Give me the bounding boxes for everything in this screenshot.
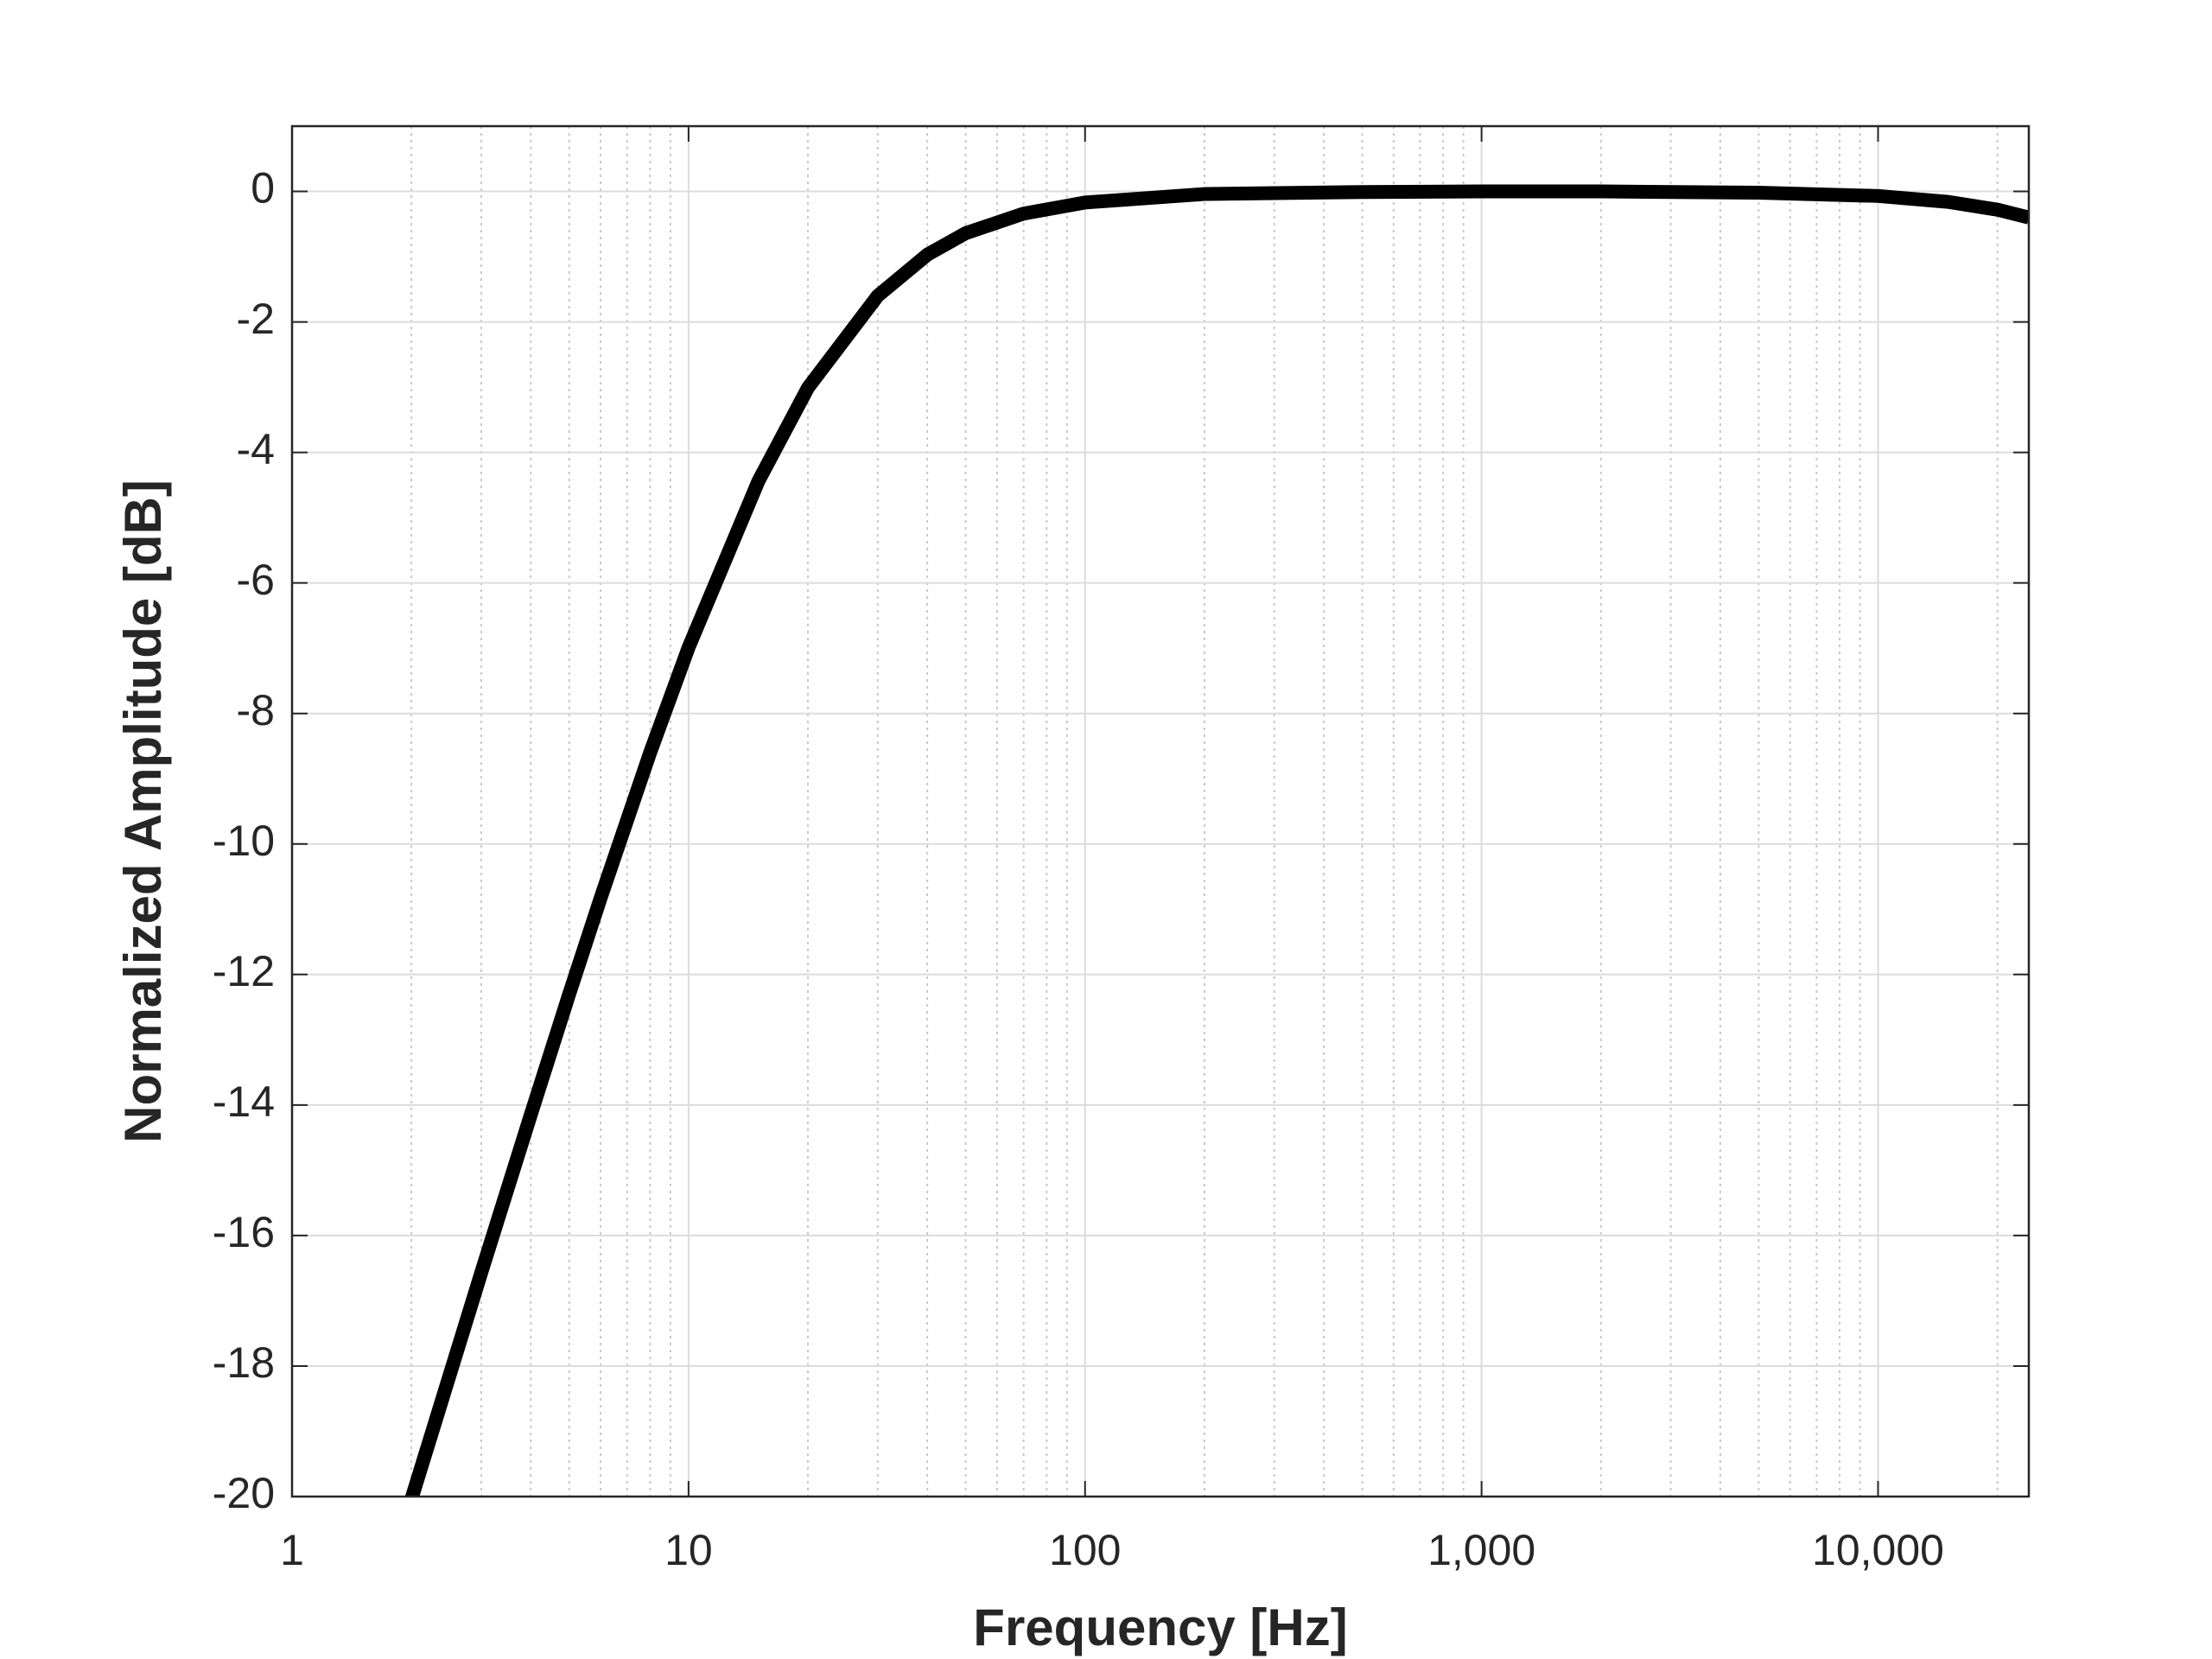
y-tick-label: -10 <box>213 817 275 865</box>
y-tick-label: -20 <box>213 1469 275 1517</box>
plot-frame <box>290 124 2031 1498</box>
y-tick-label: -12 <box>213 947 275 995</box>
x-tick-label: 10,000 <box>1812 1526 1944 1574</box>
x-tick-label: 10 <box>664 1526 713 1574</box>
grid <box>291 126 2029 1497</box>
y-tick-label: -4 <box>237 425 275 474</box>
y-tick-label: -14 <box>213 1077 275 1126</box>
x-tick-label: 100 <box>1049 1526 1121 1574</box>
x-tick-label: 1,000 <box>1427 1526 1535 1574</box>
x-tick-label: 1 <box>280 1526 304 1574</box>
x-axis-label: Frequency [Hz] <box>973 1599 1347 1656</box>
y-tick-label: -18 <box>213 1338 275 1387</box>
y-tick-label: -2 <box>237 295 275 343</box>
y-tick-label: -6 <box>237 556 275 604</box>
data-line <box>404 184 2029 1497</box>
y-tick-label: -16 <box>213 1208 275 1256</box>
y-tick-label: -8 <box>237 686 275 734</box>
y-axis-label: Normalized Amplitude [dB] <box>114 480 172 1143</box>
y-tick-label: 0 <box>251 164 275 213</box>
